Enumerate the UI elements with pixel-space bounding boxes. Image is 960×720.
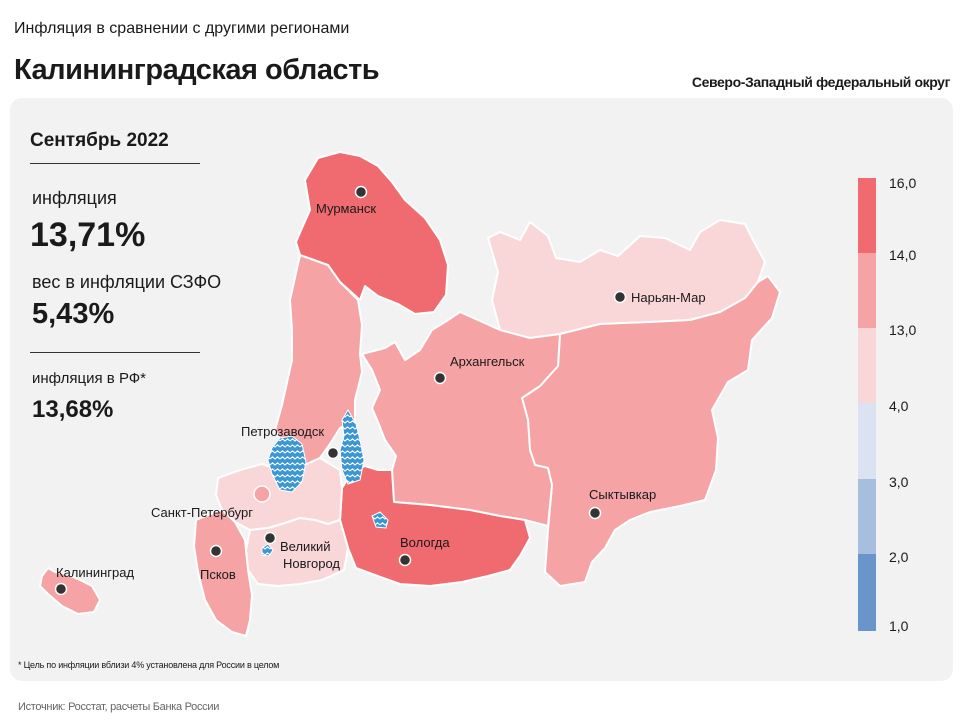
city-marker-murmansk xyxy=(354,185,368,199)
inflation-value: 13,71% xyxy=(30,216,146,254)
city-marker-naryan-mar xyxy=(613,290,627,304)
region-karelia xyxy=(274,254,363,469)
city-label-vologda: Вологда xyxy=(400,535,450,550)
city-marker-arkhangelsk xyxy=(433,371,447,385)
city-marker-kaliningrad xyxy=(54,582,68,596)
lake-beloye xyxy=(371,511,389,529)
lake-ilmen xyxy=(261,543,274,557)
page-title: Калининградская область xyxy=(14,54,380,86)
legend-swatch-1 xyxy=(858,178,876,253)
legend-swatch-2 xyxy=(858,253,876,328)
city-label-murmansk: Мурманск xyxy=(316,201,376,216)
city-label-naryan-mar: Нарьян-Мар xyxy=(631,290,706,305)
city-label-spb: Санкт-Петербург xyxy=(151,505,253,520)
city-marker-vologda xyxy=(398,553,412,567)
legend-tick: 16,0 xyxy=(889,175,917,191)
legend-swatch-6 xyxy=(858,554,876,631)
region-pskov xyxy=(193,509,253,637)
city-label-arkhangelsk: Архангельск xyxy=(450,354,525,369)
lake-onega xyxy=(339,409,365,485)
legend-tick: 1,0 xyxy=(889,618,909,634)
legend-tick: 13,0 xyxy=(889,322,917,338)
city-marker-pskov xyxy=(209,544,223,558)
footnote: * Цель по инфляции вблизи 4% установлена… xyxy=(18,660,280,670)
city-label-vnovgorod-2: Новгород xyxy=(283,556,340,571)
weight-value: 5,43% xyxy=(32,298,115,330)
city-label-kaliningrad: Калининград xyxy=(56,565,134,580)
city-label-petrozavodsk: Петрозаводск xyxy=(241,424,324,439)
region-kaliningrad xyxy=(39,567,101,615)
period-label: Сентябрь 2022 xyxy=(30,130,169,151)
city-marker-vnovgorod xyxy=(263,531,277,545)
city-marker-syktyvkar xyxy=(588,506,602,520)
source-note: Источник: Росстат, расчеты Банка России xyxy=(18,701,220,713)
page-subtitle: Инфляция в сравнении с другими регионами xyxy=(14,20,350,37)
city-label-vnovgorod-1: Великий xyxy=(280,539,331,554)
rf-inflation-label: инфляция в РФ* xyxy=(32,370,147,387)
city-label-pskov: Псков xyxy=(200,567,236,582)
legend-swatch-5 xyxy=(858,479,876,554)
legend-tick: 2,0 xyxy=(889,549,909,565)
rf-inflation-value: 13,68% xyxy=(32,396,114,423)
legend-tick: 14,0 xyxy=(889,247,917,263)
legend-tick: 3,0 xyxy=(889,474,909,490)
weight-label: вес в инфляции СЗФО xyxy=(32,272,222,292)
region-murmansk xyxy=(295,151,449,315)
divider-top xyxy=(30,163,200,164)
city-label-syktyvkar: Сыктывкар xyxy=(589,487,656,502)
legend-tick: 4,0 xyxy=(889,398,909,414)
region-arkhangelsk xyxy=(361,311,561,527)
region-vologda xyxy=(339,465,531,587)
inflation-label: инфляция xyxy=(32,188,117,208)
legend-swatch-4 xyxy=(858,403,876,479)
legend-swatch-3 xyxy=(858,328,876,403)
region-spb xyxy=(253,485,271,503)
lake-ladoga xyxy=(267,435,307,493)
district-name: Северо-Западный федеральный округ xyxy=(691,74,950,90)
city-marker-petrozavodsk xyxy=(326,446,340,460)
divider-bottom xyxy=(30,352,200,353)
